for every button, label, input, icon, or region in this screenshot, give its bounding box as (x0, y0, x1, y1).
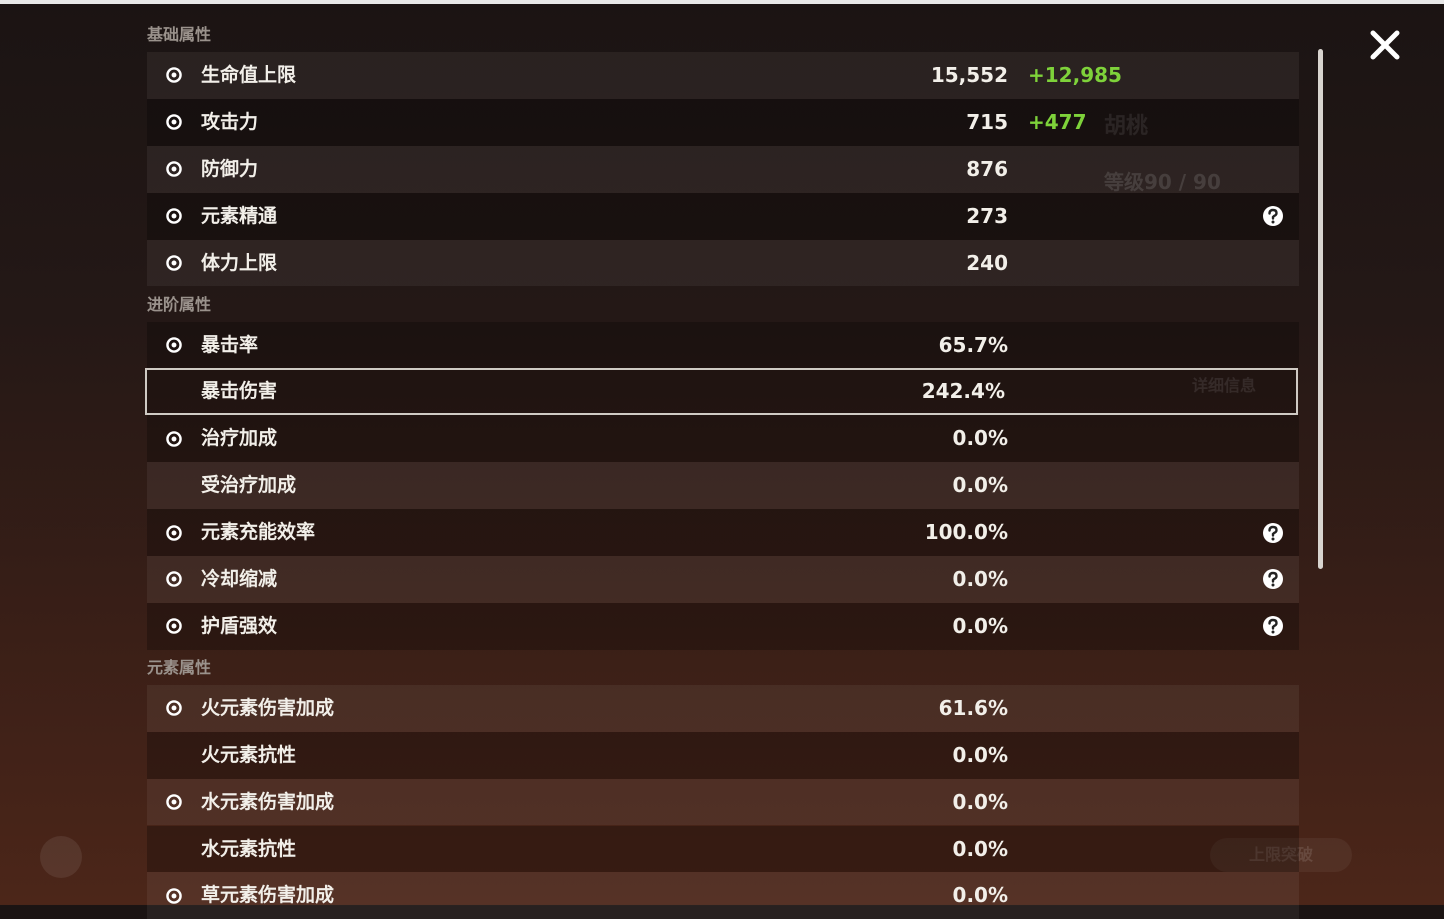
stat-label: 体力上限 (201, 251, 278, 274)
character-name: 胡桃 (1104, 114, 1149, 139)
stat-label: 治疗加成 (201, 427, 278, 450)
help-icon[interactable] (1262, 615, 1284, 637)
stat-label: 水元素伤害加成 (201, 790, 335, 813)
stat-row: 受治疗加成 0.0% (147, 462, 1299, 510)
stat-icon (166, 524, 182, 541)
stat-value: 0.0% (952, 567, 1008, 591)
stat-icon (166, 888, 182, 904)
stat-label: 草元素伤害加成 (201, 884, 335, 907)
help-icon[interactable] (1262, 205, 1284, 227)
stat-label: 元素充能效率 (201, 521, 316, 544)
stat-label: 攻击力 (201, 110, 259, 133)
stat-row: 元素充能效率 100.0% (147, 509, 1299, 556)
stat-label: 防御力 (201, 157, 259, 180)
stat-value: 240 (966, 250, 1008, 275)
stat-bonus: +12,985 (1028, 63, 1122, 87)
stat-label: 元素精通 (201, 204, 278, 227)
stat-row: 火元素伤害加成 61.6% (147, 684, 1299, 732)
stat-row: 水元素抗性 0.0% (147, 825, 1299, 873)
stat-row: 暴击率 65.7% (147, 321, 1299, 369)
stat-icon (166, 618, 182, 635)
stat-value: 0.0% (952, 883, 1008, 908)
stat-icon (166, 114, 182, 131)
stat-row: 治疗加成 0.0% (147, 415, 1299, 463)
stat-icon (166, 794, 182, 810)
stat-icon (166, 337, 182, 353)
stat-label: 生命值上限 (201, 64, 297, 86)
stat-value: 0.0% (952, 742, 1008, 767)
help-icon[interactable] (1262, 568, 1284, 590)
stat-row[interactable]: 暴击伤害 242.4% (145, 368, 1298, 416)
stat-row: 草元素伤害加成 0.0% (147, 872, 1299, 919)
stat-label: 冷却缩减 (201, 568, 278, 590)
stat-value: 0.0% (952, 613, 1008, 638)
close-button[interactable] (1368, 28, 1402, 62)
stat-row: 水元素伤害加成 0.0% (147, 778, 1299, 826)
stat-value: 876 (966, 156, 1008, 181)
stat-icon (166, 571, 182, 588)
stat-value: 61.6% (938, 695, 1008, 720)
section-title: 进阶属性 (147, 294, 212, 314)
stat-row: 冷却缩减 0.0% (147, 556, 1299, 603)
stat-value: 242.4% (921, 379, 1005, 404)
stat-label: 暴击伤害 (201, 380, 278, 403)
stat-icon (166, 700, 182, 717)
stat-icon (166, 430, 182, 447)
section-title: 基础属性 (147, 25, 212, 44)
stat-value: 15,552 (930, 63, 1008, 87)
stat-label: 火元素伤害加成 (201, 696, 335, 719)
details-button[interactable]: 详细信息 (1192, 376, 1257, 395)
stat-value: 0.0% (952, 426, 1008, 451)
stat-value: 65.7% (938, 332, 1008, 357)
ascend-button[interactable]: 上限突破 (1210, 838, 1352, 872)
stat-value: 0.0% (952, 473, 1008, 498)
stat-icon (166, 161, 182, 178)
stat-row: 护盾强效 0.0% (147, 602, 1299, 650)
stat-value: 0.0% (952, 836, 1008, 861)
character-level: 等级90 / 90 (1104, 170, 1221, 194)
section-title: 元素属性 (147, 657, 212, 677)
stat-value: 100.0% (924, 520, 1008, 545)
stat-icon (166, 208, 182, 224)
stat-row: 攻击力 715 +477 (147, 98, 1299, 146)
stat-icon (166, 255, 182, 271)
scrollbar[interactable] (1318, 49, 1323, 569)
menu-button[interactable] (38, 834, 84, 880)
stat-label: 暴击率 (201, 333, 259, 356)
stat-label: 护盾强效 (201, 614, 278, 637)
stat-label: 受治疗加成 (201, 474, 297, 497)
stat-row: 防御力 876 (147, 145, 1299, 193)
stat-row: 体力上限 240 (147, 239, 1299, 287)
stat-row: 火元素抗性 0.0% (147, 731, 1299, 779)
stat-value: 715 (966, 109, 1008, 134)
stat-row: 元素精通 273 (147, 192, 1299, 240)
stat-value: 273 (966, 203, 1008, 228)
stat-label: 水元素抗性 (201, 837, 297, 860)
stat-value: 0.0% (952, 789, 1008, 814)
stat-row: 生命值上限 15,552 +12,985 (147, 52, 1299, 99)
stat-bonus: +477 (1028, 109, 1087, 134)
help-icon[interactable] (1262, 522, 1284, 544)
stat-icon (166, 67, 182, 84)
stat-label: 火元素抗性 (201, 743, 297, 766)
